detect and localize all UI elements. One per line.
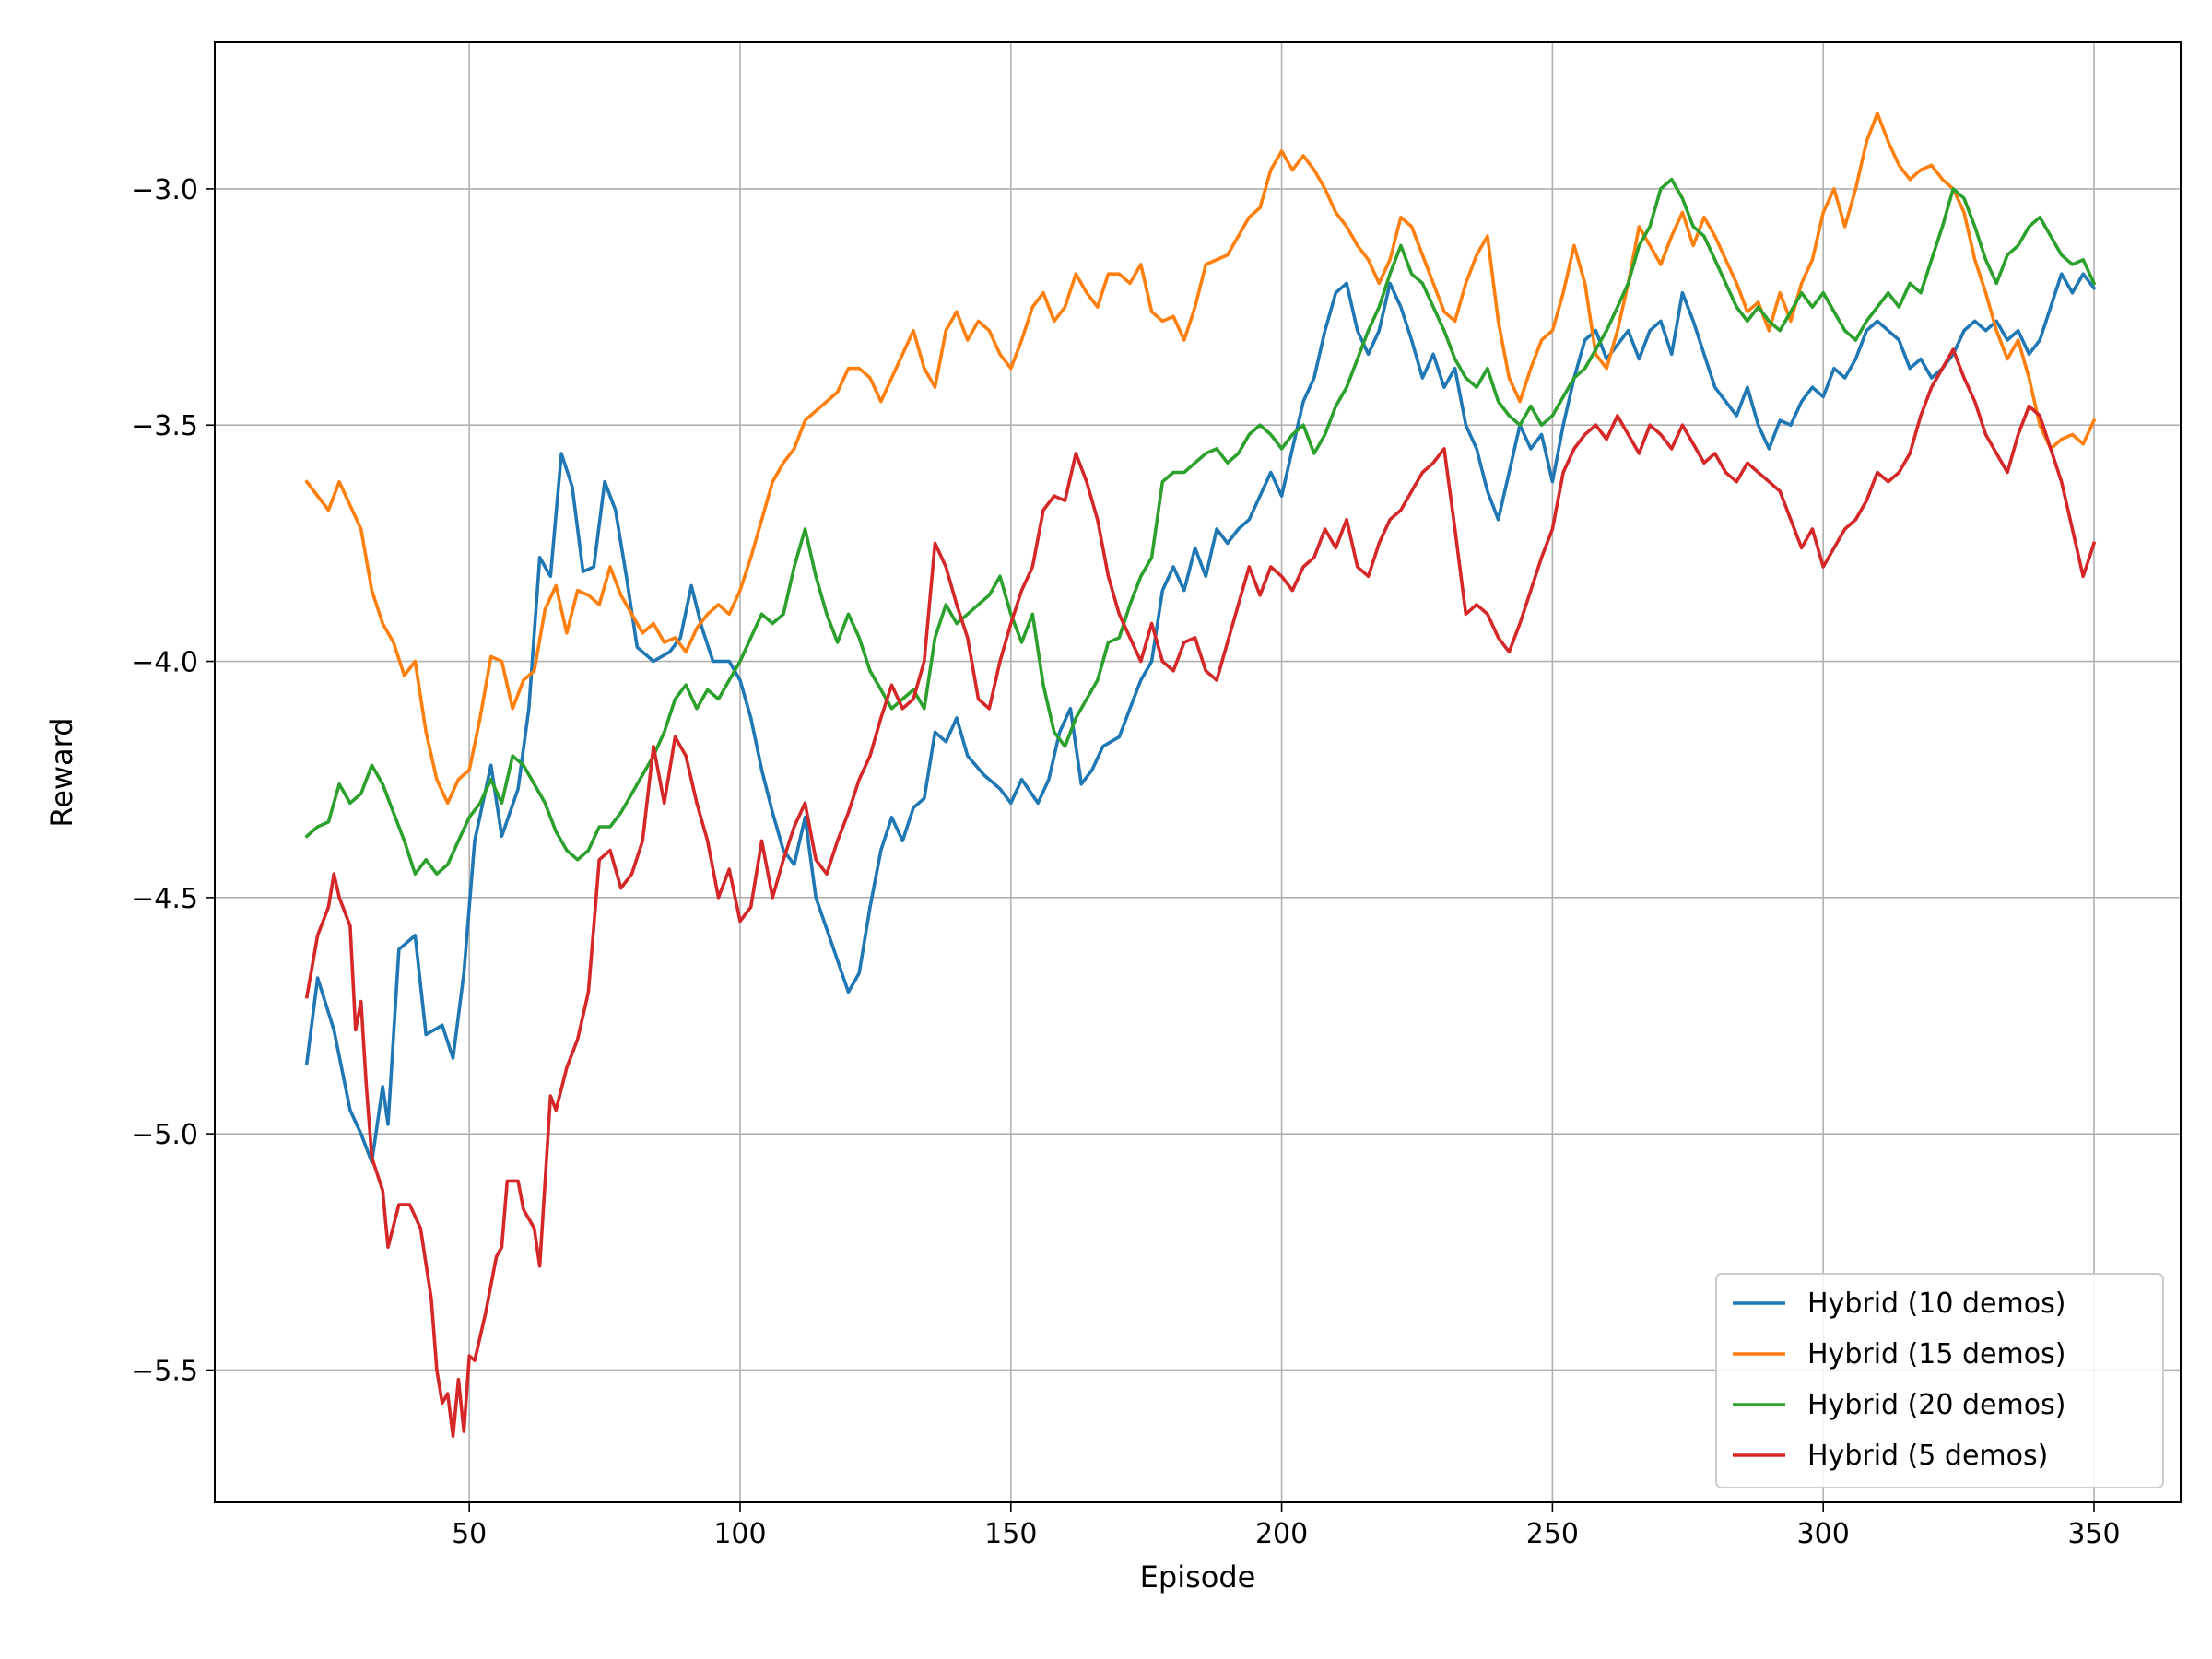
y-tick-label: −3.0 [131,174,198,206]
y-axis: −3.0 −3.5 −4.0 −4.5 −5.0 −5.5 [131,174,215,1387]
x-tick-label: 100 [713,1518,766,1550]
y-tick-label: −5.5 [131,1355,198,1387]
x-tick-label: 50 [452,1518,487,1550]
legend-box [1715,1273,2164,1488]
legend-label: Hybrid (5 demos) [1807,1440,2048,1472]
x-tick-label: 200 [1255,1518,1308,1550]
series-line-0 [304,272,2097,1164]
legend-label: Hybrid (20 demos) [1807,1389,2065,1421]
grid-lines [215,42,2181,1502]
y-tick-label: −4.5 [131,883,198,915]
x-tick-label: 300 [1797,1518,1850,1550]
x-tick-label: 150 [984,1518,1037,1550]
series-line-2 [304,177,2097,877]
y-tick-label: −3.5 [131,410,198,442]
y-axis-label: Reward [44,717,79,827]
x-axis: 50 100 150 200 250 300 350 [452,1502,2121,1550]
series-line-3 [304,347,2097,1438]
y-tick-label: −5.0 [131,1119,198,1151]
x-axis-label: Episode [1140,1559,1256,1594]
legend-label: Hybrid (15 demos) [1807,1338,2065,1371]
x-tick-label: 250 [1526,1518,1579,1550]
series-layer [304,112,2097,1438]
legend-label: Hybrid (10 demos) [1807,1288,2065,1320]
plot-frame [214,41,2182,1503]
y-tick-label: −4.0 [131,647,198,679]
legend: Hybrid (10 demos) Hybrid (15 demos) Hybrid… [1715,1273,2164,1488]
x-tick-label: 350 [2067,1518,2120,1550]
